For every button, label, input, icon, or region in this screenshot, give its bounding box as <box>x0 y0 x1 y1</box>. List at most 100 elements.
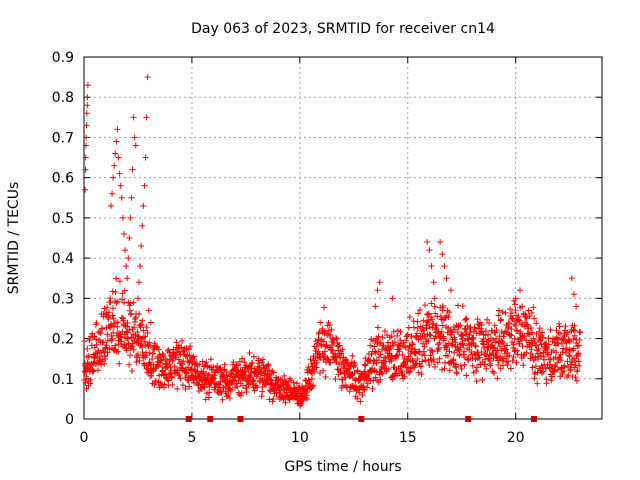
data-point <box>564 329 571 336</box>
x-axis-label: GPS time / hours <box>284 459 401 475</box>
data-point <box>500 341 507 348</box>
y-tick-label: 0.1 <box>52 372 74 388</box>
data-point <box>286 384 293 391</box>
data-point <box>179 361 186 368</box>
data-point <box>258 393 265 400</box>
data-point <box>568 275 575 282</box>
data-point <box>99 356 106 363</box>
data-point <box>250 378 257 385</box>
data-point <box>167 364 174 371</box>
data-point <box>196 361 203 368</box>
data-points <box>81 74 584 409</box>
data-point <box>451 336 458 343</box>
data-point <box>429 348 436 355</box>
data-point <box>83 373 90 380</box>
data-point <box>390 328 397 335</box>
data-point <box>134 295 141 302</box>
data-point <box>426 324 433 331</box>
data-point <box>557 357 564 364</box>
data-point <box>221 361 228 368</box>
y-tick-label: 0.7 <box>52 130 74 146</box>
data-point <box>524 330 531 337</box>
data-point <box>277 390 284 397</box>
data-point <box>405 324 412 331</box>
data-point <box>539 334 546 341</box>
data-point <box>109 336 116 343</box>
data-point <box>487 362 494 369</box>
data-point <box>575 342 582 349</box>
data-point <box>507 365 514 372</box>
data-point <box>374 287 381 294</box>
data-point <box>513 359 520 366</box>
data-point <box>123 347 130 354</box>
x-tick-label: 0 <box>80 430 89 446</box>
data-point <box>169 381 176 388</box>
data-point <box>173 349 180 356</box>
data-point <box>525 325 532 332</box>
data-point <box>510 354 517 361</box>
data-point <box>424 239 431 246</box>
data-point <box>367 342 374 349</box>
data-point <box>445 340 452 347</box>
data-point <box>444 344 451 351</box>
data-point <box>93 341 100 348</box>
data-point <box>459 332 466 339</box>
data-point <box>445 314 452 321</box>
data-point <box>517 328 524 335</box>
data-point <box>431 303 438 310</box>
data-point <box>134 328 141 335</box>
data-point <box>428 300 435 307</box>
data-point <box>416 307 423 314</box>
data-point <box>309 383 316 390</box>
data-point <box>397 328 404 335</box>
data-point <box>102 356 109 363</box>
data-point <box>311 368 318 375</box>
data-point <box>476 354 483 361</box>
data-point <box>567 366 574 373</box>
data-point <box>473 368 480 375</box>
data-point <box>210 375 217 382</box>
data-point <box>127 214 134 221</box>
data-point <box>270 396 277 403</box>
data-point <box>107 202 114 209</box>
data-point <box>434 359 441 366</box>
data-point <box>566 353 573 360</box>
data-point <box>570 345 577 352</box>
data-point <box>574 343 581 350</box>
data-point <box>418 351 425 358</box>
data-point <box>106 309 113 316</box>
data-point <box>251 387 258 394</box>
data-point <box>241 369 248 376</box>
data-point <box>410 358 417 365</box>
data-point <box>474 316 481 323</box>
data-point <box>454 302 461 309</box>
data-point <box>339 346 346 353</box>
data-point <box>100 348 107 355</box>
data-point <box>502 346 509 353</box>
data-point <box>539 329 546 336</box>
data-point <box>499 309 506 316</box>
data-point <box>532 354 539 361</box>
data-point <box>448 329 455 336</box>
data-point <box>436 355 443 362</box>
data-point <box>132 142 139 149</box>
data-point <box>187 343 194 350</box>
data-point <box>101 305 108 312</box>
data-point <box>190 353 197 360</box>
data-point <box>446 309 453 316</box>
data-point <box>179 382 186 389</box>
data-point <box>551 363 558 370</box>
data-point <box>126 307 133 314</box>
data-point <box>127 352 134 359</box>
data-point <box>506 320 513 327</box>
data-point <box>534 380 541 387</box>
data-point <box>571 322 578 329</box>
data-point <box>246 349 253 356</box>
data-point <box>389 295 396 302</box>
y-tick-label: 0 <box>65 412 74 428</box>
data-point <box>140 202 147 209</box>
data-point <box>354 368 361 375</box>
data-point <box>554 336 561 343</box>
data-point <box>446 348 453 355</box>
y-axis-label: SRMTID / TECUs <box>6 182 22 295</box>
